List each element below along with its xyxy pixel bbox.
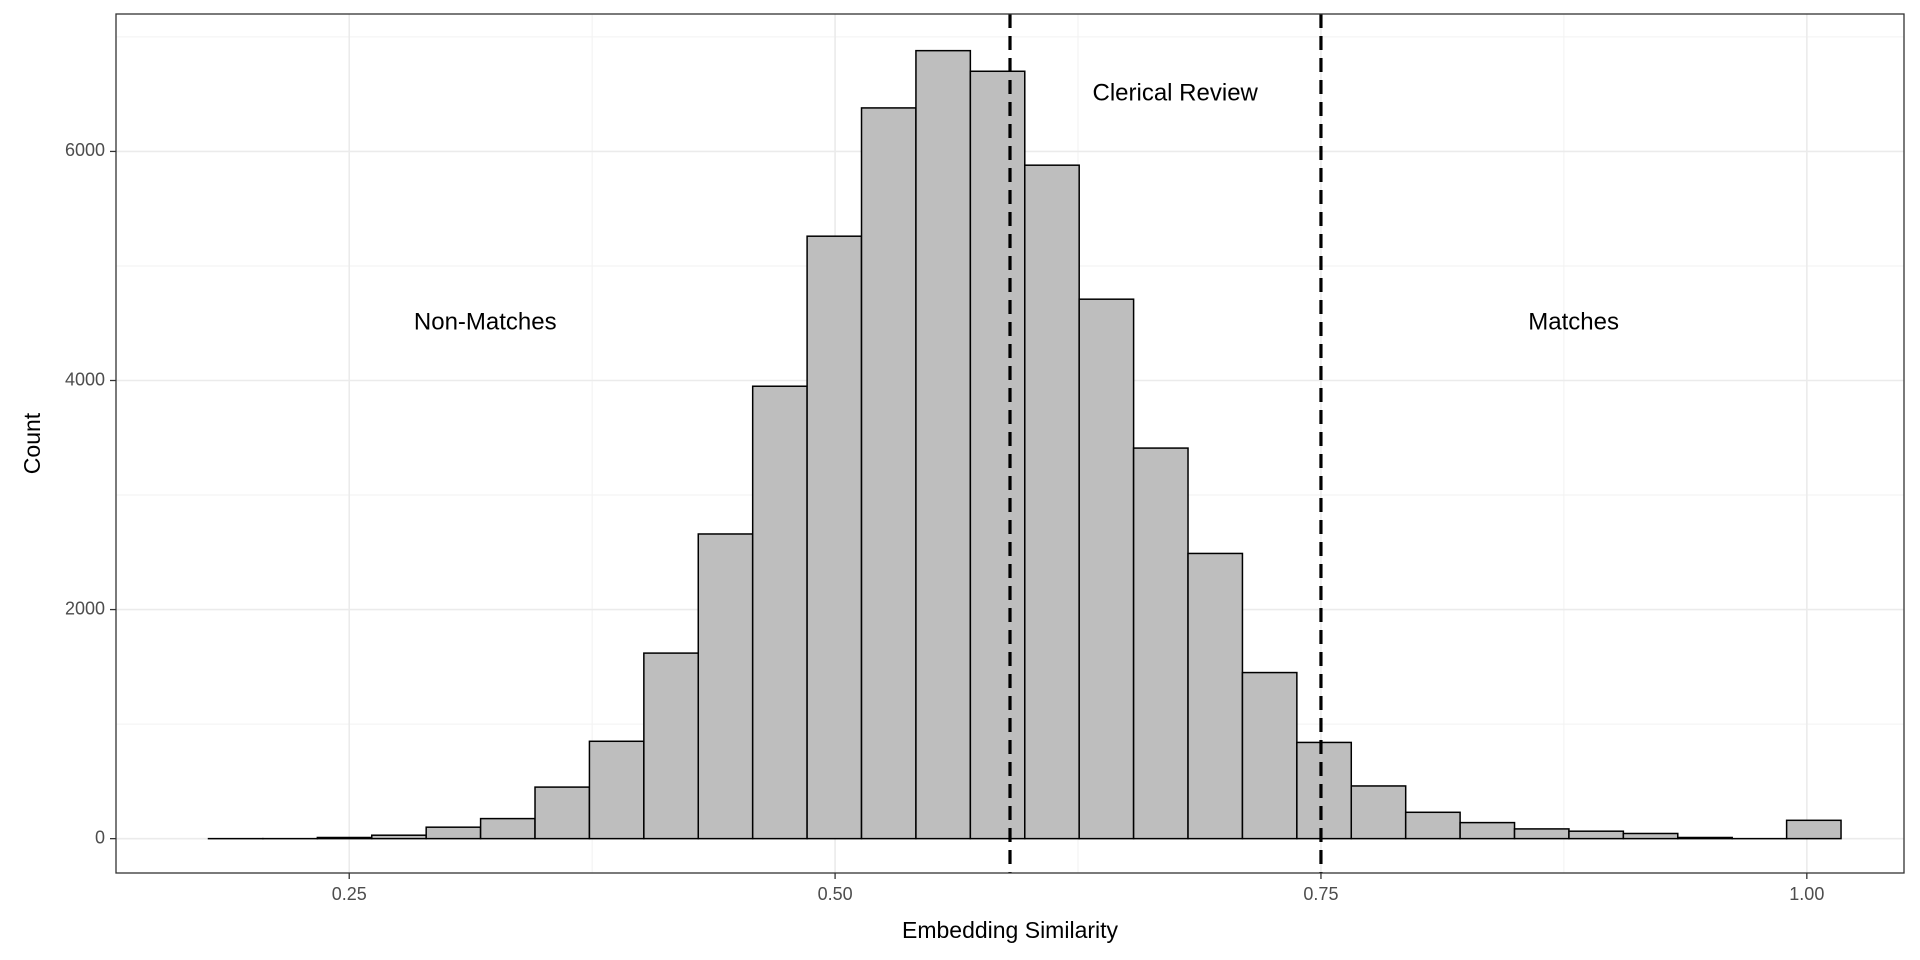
region-label: Non-Matches <box>414 309 557 336</box>
histogram-bar <box>1187 552 1244 840</box>
histogram-bar <box>425 826 482 840</box>
histogram-bar <box>316 836 373 840</box>
x-axis-title: Embedding Similarity <box>902 917 1119 943</box>
threshold-lines <box>1008 14 1323 873</box>
histogram-bar <box>588 740 645 840</box>
histogram-bar <box>1622 832 1679 840</box>
histogram-bar <box>1132 447 1189 840</box>
x-tick-label: 0.50 <box>818 884 853 904</box>
y-tick-label: 6000 <box>65 140 105 160</box>
histogram-bars <box>207 49 1842 840</box>
histogram-bar <box>1459 821 1516 840</box>
histogram-bar <box>1296 741 1353 840</box>
histogram-bar <box>1241 671 1298 840</box>
region-label: Clerical Review <box>1093 80 1259 107</box>
y-axis-title: Count <box>19 412 45 474</box>
histogram-bar <box>1568 830 1625 840</box>
histogram-bar <box>1513 828 1570 840</box>
histogram-bar <box>371 834 427 840</box>
histogram-bar <box>1350 785 1407 840</box>
histogram-bar <box>1404 811 1461 840</box>
histogram-bar <box>643 652 700 840</box>
histogram-bar <box>969 70 1026 840</box>
y-tick-label: 0 <box>95 827 105 847</box>
histogram-bar <box>751 385 808 840</box>
x-tick-label: 0.75 <box>1303 884 1338 904</box>
region-label: Matches <box>1528 309 1619 336</box>
histogram-bar <box>479 817 536 840</box>
histogram-bar <box>1785 819 1842 840</box>
histogram-bar <box>806 235 863 840</box>
histogram-bar <box>1024 164 1080 840</box>
y-tick-label: 2000 <box>65 598 105 618</box>
panel-border <box>115 13 1905 874</box>
axes: 0.25 0.50 0.75 1.00 0 2000 4000 6000 <box>65 140 1824 904</box>
histogram-bar <box>534 786 591 840</box>
x-tick-label: 0.25 <box>332 884 367 904</box>
histogram-bar <box>915 49 972 840</box>
histogram-bar <box>697 533 754 840</box>
y-tick-label: 4000 <box>65 369 105 389</box>
histogram-bar <box>860 107 917 840</box>
region-labels: Non-Matches Clerical Review Matches <box>414 80 1619 336</box>
x-tick-label: 1.00 <box>1789 884 1824 904</box>
histogram-bar <box>1078 298 1135 840</box>
histogram-bar <box>1677 836 1733 840</box>
